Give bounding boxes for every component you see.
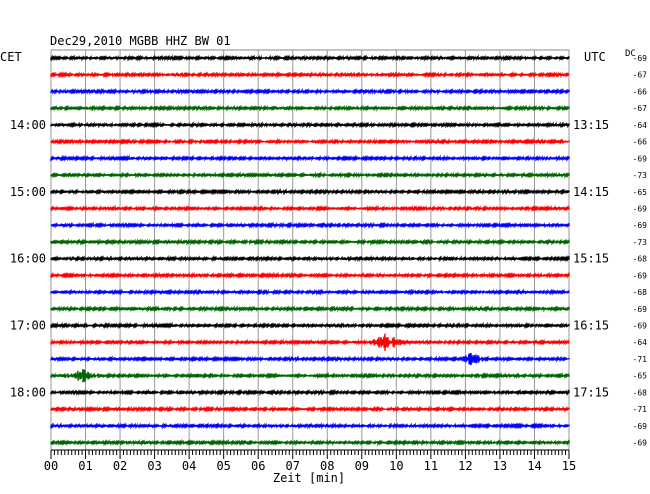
dc-offset-label: -69 <box>633 204 648 213</box>
seismic-trace <box>50 187 570 196</box>
cet-time-label: 14:00 <box>10 118 46 132</box>
dc-offset-label: -68 <box>633 288 648 297</box>
x-axis-label: Zeit [min] <box>273 471 345 485</box>
seismic-trace <box>50 171 570 179</box>
seismic-trace <box>50 352 570 366</box>
dc-offset-label: -69 <box>633 271 648 280</box>
x-tick-label: 02 <box>113 459 127 473</box>
seismic-trace <box>50 333 570 352</box>
utc-time-label: 16:15 <box>573 319 609 333</box>
dc-offset-label: -67 <box>633 71 648 80</box>
seismic-trace <box>50 254 570 263</box>
dc-offset-label: -66 <box>633 138 648 147</box>
seismic-trace <box>50 438 570 447</box>
x-tick-label: 11 <box>424 459 438 473</box>
time-grid <box>50 49 570 459</box>
dc-offset-label: -69 <box>633 54 648 63</box>
seismic-trace <box>50 288 570 296</box>
x-tick-label: 03 <box>147 459 161 473</box>
seismic-trace <box>50 405 570 413</box>
dc-offset-label: -69 <box>633 305 648 314</box>
seismic-trace <box>50 104 570 112</box>
left-zone-label: CET <box>0 50 22 64</box>
utc-time-label: 17:15 <box>573 385 609 399</box>
x-tick-label: 10 <box>389 459 403 473</box>
x-tick-label: 09 <box>355 459 369 473</box>
trace-group <box>50 54 570 447</box>
seismic-trace <box>50 422 570 430</box>
x-tick-label: 01 <box>78 459 92 473</box>
seismic-trace <box>50 204 570 213</box>
dc-offset-label: -68 <box>633 255 648 264</box>
cet-time-label: 15:00 <box>10 185 46 199</box>
dc-offset-label: -68 <box>633 388 648 397</box>
x-tick-label: 05 <box>216 459 230 473</box>
dc-offset-label: -65 <box>633 188 648 197</box>
chart-title: Dec29,2010 MGBB HHZ BW 01 <box>50 34 231 48</box>
seismic-trace <box>50 238 570 246</box>
seismic-trace <box>50 305 570 313</box>
dc-offset-label: -71 <box>633 355 648 364</box>
seismic-trace <box>50 271 570 280</box>
cet-time-label: 18:00 <box>10 385 46 399</box>
seismic-trace <box>50 321 570 330</box>
x-tick-label: 15 <box>562 459 576 473</box>
seismic-trace <box>50 70 570 79</box>
x-tick-label: 07 <box>286 459 300 473</box>
x-tick-label: 04 <box>182 459 196 473</box>
dc-offset-label: -73 <box>633 171 648 180</box>
dc-offset-label: -69 <box>633 422 648 431</box>
dc-offset-label: -69 <box>633 221 648 230</box>
dc-offset-label: -71 <box>633 405 648 414</box>
dc-offset-label: -73 <box>633 238 648 247</box>
dc-offset-label: -67 <box>633 104 648 113</box>
dc-offset-label: -64 <box>633 338 648 347</box>
seismic-trace <box>50 221 570 229</box>
cet-time-label: 16:00 <box>10 252 46 266</box>
seismic-trace <box>50 87 570 96</box>
utc-time-label: 14:15 <box>573 185 609 199</box>
dc-offset-label: -66 <box>633 87 648 96</box>
utc-time-label: 13:15 <box>573 118 609 132</box>
x-tick-label: 12 <box>458 459 472 473</box>
seismic-trace <box>50 388 570 397</box>
x-tick-label: 08 <box>320 459 334 473</box>
x-tick-label: 13 <box>493 459 507 473</box>
seismic-trace <box>50 137 570 146</box>
x-tick-label: 06 <box>251 459 265 473</box>
dc-offset-label: -69 <box>633 322 648 331</box>
label-group: 00 01 02 03 04 05 06 07 08 09 10 11 12 13 14 15 -69 -67 -6… <box>10 54 647 473</box>
seismic-trace <box>50 54 570 62</box>
seismic-trace <box>50 369 570 383</box>
right-zone-label: UTC <box>584 50 606 64</box>
dc-offset-label: -69 <box>633 439 648 448</box>
dc-offset-label: -64 <box>633 121 648 130</box>
dc-offset-label: -69 <box>633 154 648 163</box>
x-tick-label: 00 <box>44 459 58 473</box>
dc-label: DC <box>625 49 636 59</box>
utc-time-label: 15:15 <box>573 252 609 266</box>
cet-time-label: 17:00 <box>10 319 46 333</box>
x-tick-label: 14 <box>527 459 541 473</box>
seismic-trace <box>50 154 570 163</box>
seismic-trace <box>50 121 570 129</box>
dc-offset-label: -65 <box>633 372 648 381</box>
